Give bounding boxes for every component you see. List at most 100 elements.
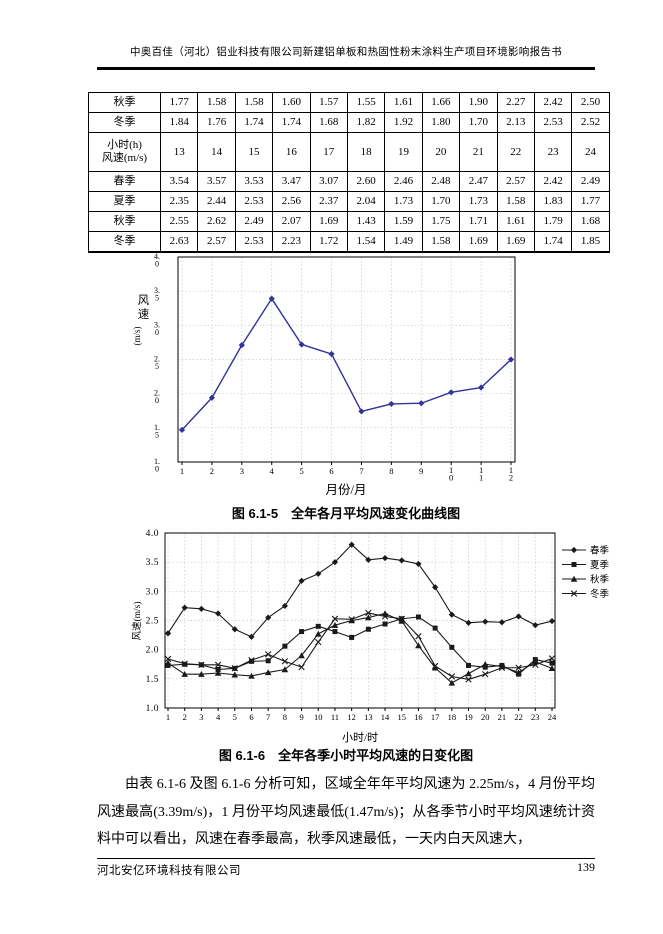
table-cell: 3.47 (272, 171, 311, 192)
table-cell: 2.53 (533, 112, 573, 133)
table-cell: 2.57 (197, 231, 236, 253)
svg-text:11: 11 (331, 712, 339, 722)
svg-text:23: 23 (531, 712, 540, 722)
table-cell: 20 (421, 132, 461, 172)
table-cell: 1.71 (459, 211, 498, 232)
svg-text:17: 17 (431, 712, 440, 722)
table-cell: 1.68 (571, 211, 610, 232)
table-cell: 19 (384, 132, 423, 172)
header-title: 中奥百佳（河北）铝业科技有限公司新建铝单板和热固性粉末涂料生产项目环境影响报告书 (130, 47, 562, 58)
table-cell: 2.53 (234, 231, 274, 253)
table-cell: 2.60 (346, 171, 386, 192)
table-cell: 2.46 (384, 171, 423, 192)
table-cell: 1.58 (234, 92, 274, 113)
page-number: 139 (577, 860, 595, 874)
table-cell: 2.50 (571, 92, 610, 113)
table-cell: 1.60 (272, 92, 311, 113)
svg-text:4.0: 4.0 (146, 529, 159, 539)
svg-text:8: 8 (283, 712, 287, 722)
svg-text:4.0: 4.0 (154, 252, 160, 269)
table-cell: 2.52 (571, 112, 610, 133)
table-cell: 2.56 (272, 191, 311, 212)
table-cell: 17 (309, 132, 348, 172)
footer-rule (97, 858, 595, 860)
table-cell: 1.77 (571, 191, 610, 212)
svg-text:12: 12 (347, 712, 356, 722)
table-cell: 1.90 (459, 92, 498, 113)
table-cell: 3.54 (159, 171, 199, 192)
svg-text:14: 14 (381, 712, 390, 722)
table-cell: 春季 (88, 171, 161, 192)
svg-text:2.0: 2.0 (146, 646, 159, 656)
table-cell: 24 (571, 132, 610, 172)
svg-text:11: 11 (479, 465, 483, 482)
table-cell: 1.74 (272, 112, 311, 133)
table-cell: 1.84 (159, 112, 199, 133)
table-cell: 1.73 (384, 191, 423, 212)
table-cell: 夏季 (88, 191, 161, 212)
table-cell: 23 (533, 132, 573, 172)
svg-text:1.0: 1.0 (146, 704, 159, 714)
table-cell: 1.58 (496, 191, 535, 212)
table-cell: 1.74 (234, 112, 274, 133)
table-cell: 1.76 (197, 112, 236, 133)
svg-text:2.0: 2.0 (154, 389, 160, 406)
table-cell: 1.43 (346, 211, 386, 232)
table-cell: 1.80 (421, 112, 461, 133)
figure-caption-6-1-6: 图 6.1-6 全年各季小时平均风速的日变化图 (218, 748, 474, 763)
table-cell: 1.69 (459, 231, 498, 253)
table-cell: 2.47 (459, 171, 498, 192)
svg-text:9: 9 (419, 466, 423, 476)
svg-text:3: 3 (199, 712, 203, 722)
svg-text:4: 4 (270, 466, 275, 476)
table-cell: 3.07 (309, 171, 348, 192)
svg-text:3.0: 3.0 (154, 320, 160, 337)
table-cell: 18 (346, 132, 386, 172)
svg-text:15: 15 (397, 712, 406, 722)
table-cell: 1.58 (197, 92, 236, 113)
seasonal-hourly-wind-speed-chart: 1 2 3 4 5 6 7 8 9 10 11 12 13 14 15 16 17 18 19 20 21 22 23 241… (146, 529, 610, 722)
svg-text:12: 12 (509, 465, 513, 482)
table-cell: 2.37 (309, 191, 348, 212)
table-cell: 2.44 (197, 191, 236, 212)
table-cell: 1.61 (384, 92, 423, 113)
table-cell: 1.69 (496, 231, 535, 253)
svg-text:1: 1 (166, 712, 170, 722)
svg-text:2.5: 2.5 (146, 617, 159, 627)
table-cell: 秋季 (88, 211, 161, 232)
table-cell: 1.82 (346, 112, 386, 133)
legend-label: 春季 (590, 545, 610, 557)
table-cell: 14 (197, 132, 236, 172)
legend-label: 夏季 (590, 559, 610, 571)
table-cell: 1.59 (384, 211, 423, 232)
table-cell: 1.83 (533, 191, 573, 212)
table-cell: 2.35 (159, 191, 199, 212)
svg-text:7: 7 (359, 466, 363, 476)
table-cell: 1.68 (309, 112, 348, 133)
table-cell: 2.42 (533, 92, 573, 113)
svg-text:1: 1 (180, 466, 184, 476)
table-cell: 1.66 (421, 92, 461, 113)
svg-text:6: 6 (329, 466, 333, 476)
svg-text:10: 10 (314, 712, 323, 722)
svg-text:2: 2 (183, 712, 187, 722)
table-cell: 2.07 (272, 211, 311, 232)
table-cell: 1.92 (384, 112, 423, 133)
chart1-y-axis-unit: (m/s) (132, 326, 142, 346)
svg-text:7: 7 (266, 712, 270, 722)
chart2-y-axis-title: 风速(m/s) (133, 601, 143, 641)
svg-text:9: 9 (299, 712, 303, 722)
svg-text:5: 5 (300, 466, 304, 476)
table-cell: 1.77 (159, 92, 199, 113)
table-cell: 2.13 (496, 112, 535, 133)
table-cell: 1.55 (346, 92, 386, 113)
svg-text:13: 13 (364, 712, 373, 722)
svg-text:2.5: 2.5 (154, 355, 160, 372)
table-cell: 2.53 (234, 191, 274, 212)
table-cell: 1.85 (571, 231, 610, 253)
chart1-x-axis-title: 月份/月 (325, 483, 367, 497)
table-cell: 2.57 (496, 171, 535, 192)
table-cell: 1.69 (309, 211, 348, 232)
table-cell: 1.70 (459, 112, 498, 133)
table-cell: 15 (234, 132, 274, 172)
